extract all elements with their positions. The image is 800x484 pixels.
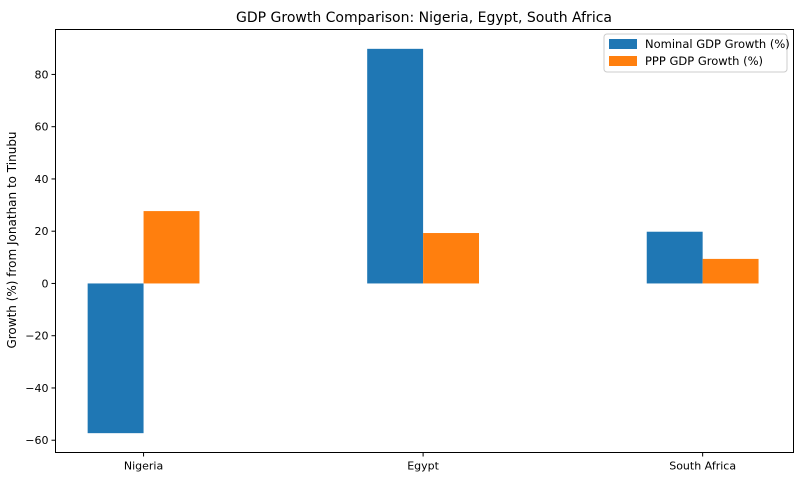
bar-ppp-egypt bbox=[423, 233, 480, 284]
y-tick-label: 20 bbox=[35, 225, 49, 238]
legend-label-ppp: PPP GDP Growth (%) bbox=[645, 54, 763, 68]
legend-box bbox=[603, 33, 788, 73]
x-tick-label: Egypt bbox=[407, 460, 439, 473]
chart-title: GDP Growth Comparison: Nigeria, Egypt, S… bbox=[236, 10, 612, 26]
x-ticks: Nigeria Egypt South Africa bbox=[124, 452, 736, 473]
y-tick-label: 60 bbox=[35, 121, 49, 134]
y-ticks: −60 −40 −20 0 20 40 60 80 bbox=[25, 68, 56, 447]
bar-nominal-egypt bbox=[367, 48, 424, 284]
bar-nominal-nigeria bbox=[87, 283, 144, 434]
y-tick-label: −20 bbox=[25, 330, 48, 343]
bar-ppp-south-africa bbox=[702, 258, 759, 284]
y-axis-label: Growth (%) from Jonathan to Tinubu bbox=[5, 131, 19, 348]
bars-group bbox=[87, 48, 759, 434]
y-tick-label: 0 bbox=[42, 277, 49, 290]
legend-swatch-ppp bbox=[609, 56, 637, 66]
legend-label-nominal: Nominal GDP Growth (%) bbox=[645, 37, 790, 51]
bar-nominal-south-africa bbox=[646, 231, 703, 284]
x-tick-label: South Africa bbox=[669, 460, 736, 473]
bar-ppp-nigeria bbox=[143, 211, 200, 284]
y-tick-label: −60 bbox=[25, 434, 48, 447]
x-tick-label: Nigeria bbox=[124, 460, 163, 473]
y-tick-label: 80 bbox=[35, 68, 49, 81]
legend: Nominal GDP Growth (%) PPP GDP Growth (%… bbox=[603, 33, 790, 73]
plot-frame bbox=[55, 29, 794, 453]
y-tick-label: 40 bbox=[35, 173, 49, 186]
legend-swatch-nominal bbox=[609, 39, 637, 49]
y-tick-label: −40 bbox=[25, 382, 48, 395]
